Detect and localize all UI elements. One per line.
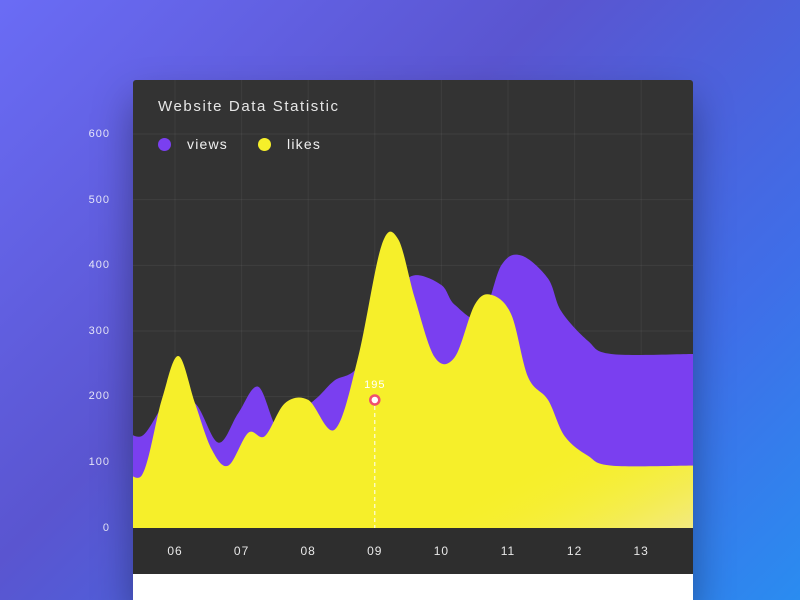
series-layer: [133, 231, 693, 528]
x-tick-label: 08: [300, 544, 316, 558]
legend-swatch-views: [158, 137, 171, 151]
legend-label-views: views: [187, 136, 229, 152]
y-tick-label: 300: [88, 324, 110, 337]
highlight-layer: 195: [364, 379, 385, 528]
chart-card: 195 Website Data Statistic views likes 0…: [133, 80, 693, 600]
x-tick-label: 13: [633, 544, 649, 558]
y-tick-label: 200: [88, 390, 110, 402]
series-area-likes-highlight: [133, 231, 693, 528]
highlight-point[interactable]: [369, 394, 381, 406]
x-tick-label: 09: [367, 544, 383, 558]
x-tick-label: 06: [167, 544, 183, 558]
chart-canvas: 195: [133, 80, 693, 528]
highlight-value-label: 195: [364, 379, 385, 391]
legend-label-likes: likes: [287, 136, 322, 152]
chart-title: Website Data Statistic: [158, 98, 340, 115]
x-axis: 06 07 08 09 10 11 12 13: [133, 528, 693, 574]
legend-item-likes[interactable]: likes: [258, 136, 321, 152]
y-tick-label: 0: [102, 522, 110, 534]
y-tick-label: 400: [88, 259, 110, 271]
card-footer: [133, 574, 693, 600]
x-tick-label: 10: [433, 544, 450, 558]
x-tick-label: 11: [500, 544, 516, 558]
y-tick-label: 100: [88, 455, 110, 468]
legend: views likes: [158, 136, 321, 152]
y-tick-label: 600: [88, 128, 110, 140]
x-tick-label: 07: [233, 544, 250, 558]
y-tick-label: 500: [88, 193, 110, 206]
y-axis: 600 500 400 300 200 100 0: [0, 0, 120, 600]
legend-item-views[interactable]: views: [158, 136, 228, 152]
x-tick-label: 12: [566, 544, 583, 558]
legend-swatch-likes: [258, 137, 272, 151]
